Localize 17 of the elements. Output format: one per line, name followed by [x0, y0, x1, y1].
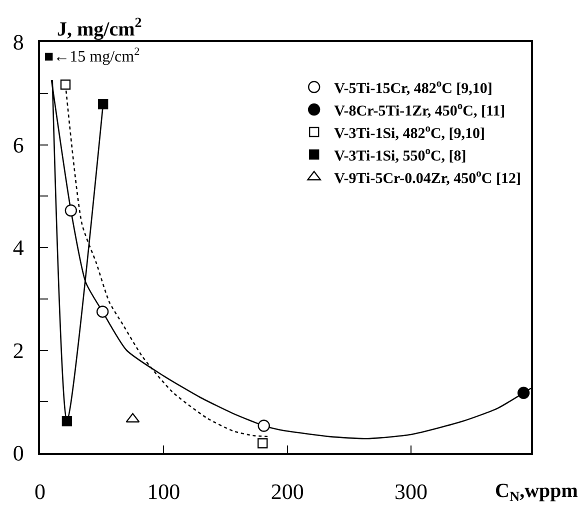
x-tick-label: 200	[270, 479, 304, 504]
annotation: ■←15 mg/cm$^{2}$	[44, 46, 140, 66]
y-tick-label: 8	[12, 30, 24, 55]
y-tick-label: 4	[12, 235, 24, 260]
x-tick-label: 100	[147, 479, 180, 504]
y-tick-label: 6	[12, 132, 24, 158]
x-tick-label: 300	[394, 479, 428, 504]
legend-label: V-5Ti-15Cr, 482$^{o}$C [9,10]	[334, 78, 492, 97]
legend-label: V-3Ti-1Si, 482$^{o}$C, [9,10]	[334, 124, 486, 142]
legend-label: V-3Ti-1Si, 550$^{o}$C, [8]	[334, 146, 466, 164]
x-axis-title: C$_{N}$,wppm	[495, 480, 578, 506]
legend-label: V-9Ti-5Cr-0.04Zr, 450$^{o}$C [12]	[334, 168, 521, 187]
y-tick-label: 0	[12, 440, 24, 466]
x-tick-label: 0	[34, 479, 46, 504]
y-tick-label: 2	[12, 338, 24, 363]
legend-label: V-8Cr-5Ti-1Zr, 450$^{o}$C, [11]	[334, 101, 506, 120]
y-axis-title: J, mg/cm$^{2}$	[57, 16, 142, 40]
